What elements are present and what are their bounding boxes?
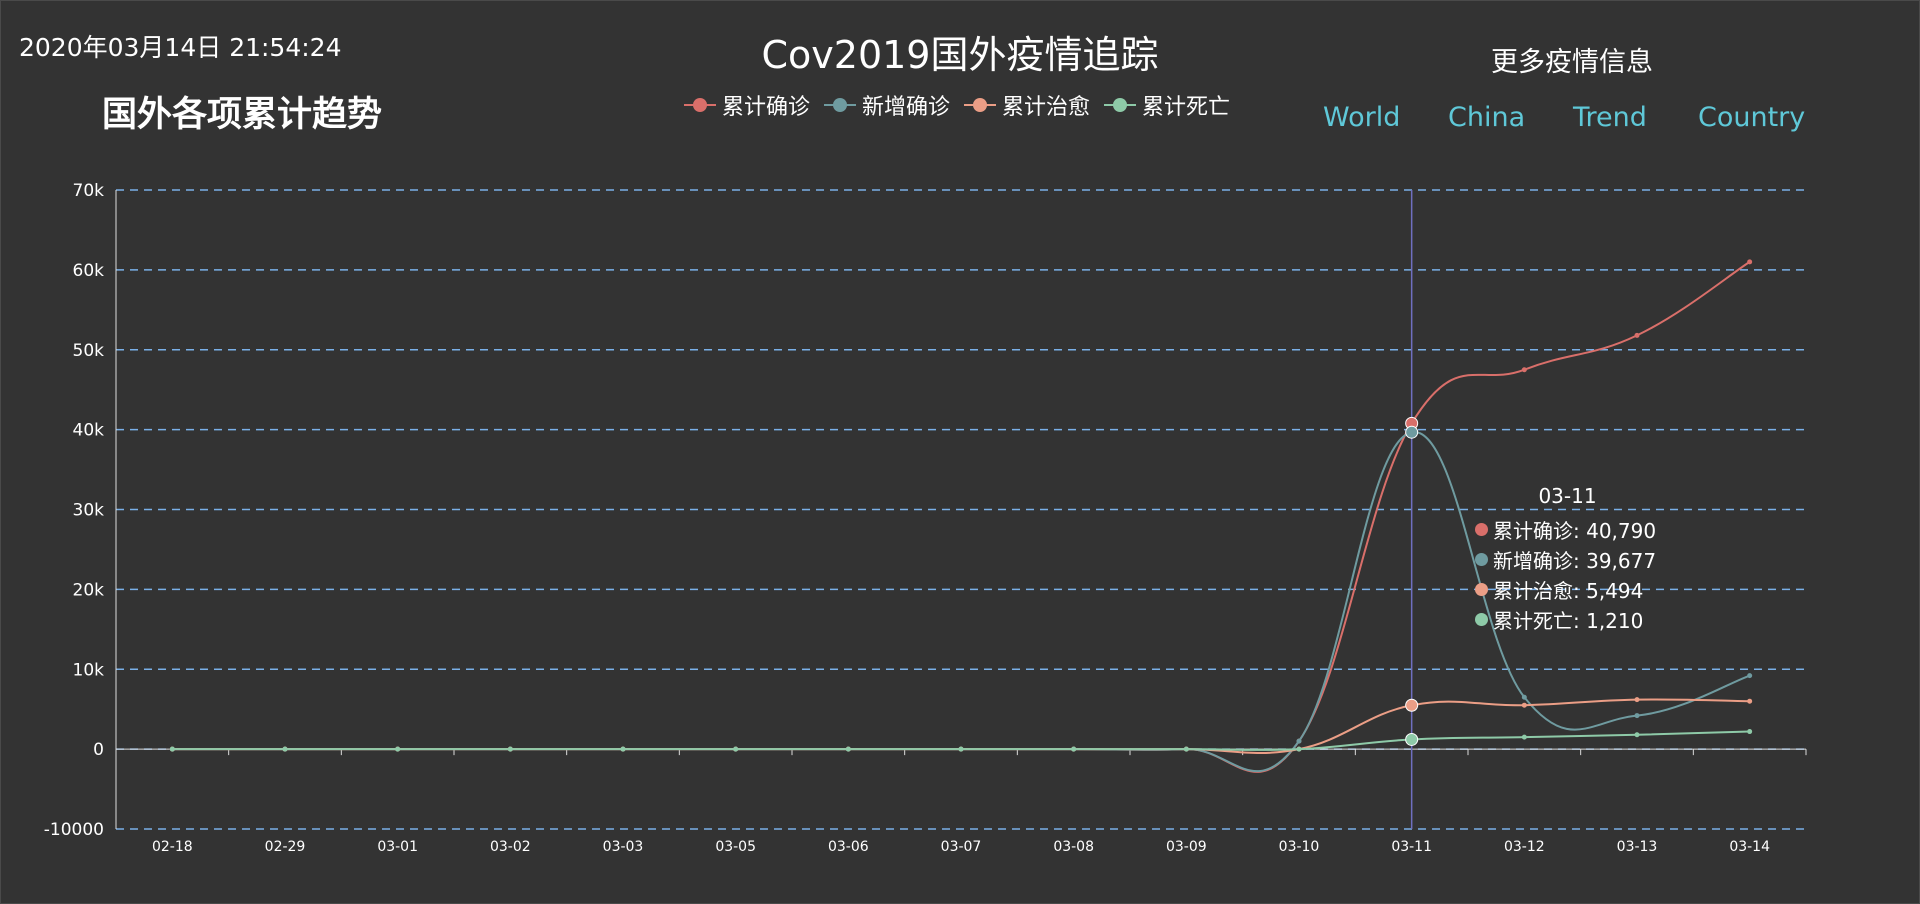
y-tick-label: 50k [73, 341, 105, 361]
y-tick-label: 40k [73, 421, 105, 441]
y-tick-label: 0 [93, 740, 104, 760]
data-point [1747, 729, 1753, 735]
data-point [1634, 697, 1640, 703]
legend-label-new-confirmed: 新增确诊 [862, 95, 951, 120]
data-point [1521, 734, 1527, 740]
data-point [1634, 332, 1640, 338]
tooltip-dot-recovered [1475, 582, 1488, 596]
data-point [1521, 702, 1527, 708]
x-tick-label: 03-06 [828, 839, 869, 855]
chart-tooltip: 03-11 累计确诊: 40,790 新增确诊: 39,677 累计治愈: 5,… [1475, 484, 1660, 634]
x-tick-label: 03-11 [1391, 839, 1432, 855]
x-tick-label: 03-12 [1504, 839, 1545, 855]
data-point [1747, 698, 1753, 704]
tooltip-row-recovered: 累计治愈: 5,494 [1475, 574, 1660, 604]
x-tick-label: 02-29 [265, 839, 306, 855]
current-datetime: 2020年03月14日 21:54:24 [19, 33, 342, 62]
tooltip-row-confirmed: 累计确诊: 40,790 [1475, 514, 1660, 544]
legend-marker-confirmed [684, 97, 716, 113]
tooltip-row-new-confirmed: 新增确诊: 39,677 [1475, 544, 1660, 574]
data-point [845, 746, 851, 752]
tooltip-dot-deaths [1475, 612, 1488, 626]
tooltip-dot-new-confirmed [1475, 552, 1488, 566]
y-tick-label: 70k [73, 181, 105, 201]
data-point [1296, 746, 1302, 752]
legend-label-recovered: 累计治愈 [1002, 95, 1091, 120]
y-tick-label: 30k [73, 501, 105, 521]
data-point [507, 746, 513, 752]
x-tick-label: 03-02 [490, 839, 531, 855]
y-tick-label: 20k [73, 580, 105, 600]
x-tick-label: 03-01 [377, 839, 418, 855]
legend-item-new-confirmed[interactable]: 新增确诊 [824, 89, 950, 121]
series-line-2 [172, 698, 1750, 755]
data-point [1634, 713, 1640, 719]
legend-label-confirmed: 累计确诊 [722, 95, 811, 120]
legend-item-deaths[interactable]: 累计死亡 [1104, 89, 1230, 121]
data-point [620, 746, 626, 752]
tooltip-dot-confirmed [1475, 522, 1488, 536]
data-point [1634, 732, 1640, 738]
x-tick-label: 02-18 [152, 839, 193, 855]
data-point [1521, 367, 1527, 373]
x-tick-label: 03-13 [1617, 839, 1658, 855]
data-point [1521, 694, 1527, 700]
more-info-heading: 更多疫情信息 [1491, 47, 1653, 78]
x-tick-label: 03-09 [1166, 839, 1207, 855]
chart-legend: 累计确诊 新增确诊 累计治愈 累计死亡 [684, 90, 1244, 120]
data-point [1747, 673, 1753, 679]
data-point [1405, 425, 1419, 439]
data-point [395, 746, 401, 752]
data-point [1296, 738, 1302, 744]
data-point [1405, 732, 1419, 746]
x-tick-label: 03-10 [1279, 839, 1320, 855]
chart-subtitle: 国外各项累计趋势 [102, 95, 383, 135]
tooltip-category: 03-11 [1538, 484, 1597, 508]
legend-label-deaths: 累计死亡 [1142, 95, 1231, 120]
x-tick-label: 03-14 [1729, 839, 1770, 855]
data-point [1071, 746, 1077, 752]
x-tick-label: 03-03 [603, 839, 644, 855]
data-point [733, 746, 739, 752]
data-point [1183, 746, 1189, 752]
y-tick-label: 60k [73, 261, 105, 281]
x-tick-label: 03-08 [1053, 839, 1094, 855]
legend-item-recovered[interactable]: 累计治愈 [964, 89, 1090, 121]
data-point [1405, 698, 1419, 712]
page-title: Cov2019国外疫情追踪 [761, 33, 1159, 77]
nav-link-world[interactable]: World [1323, 102, 1401, 133]
legend-marker-new-confirmed [824, 97, 857, 113]
y-tick-label: -10000 [44, 820, 104, 840]
legend-item-confirmed[interactable]: 累计确诊 [684, 89, 810, 121]
legend-marker-recovered [964, 97, 997, 113]
tooltip-label-confirmed: 累计确诊: 40,790 [1493, 518, 1657, 543]
y-tick-label: 10k [73, 660, 105, 680]
data-point [169, 746, 175, 752]
nav-link-china[interactable]: China [1448, 102, 1526, 133]
x-tick-label: 03-07 [941, 839, 982, 855]
tooltip-label-new-confirmed: 新增确诊: 39,677 [1493, 548, 1657, 573]
legend-marker-deaths [1104, 97, 1137, 113]
nav-link-country[interactable]: Country [1698, 102, 1806, 133]
tooltip-row-deaths: 累计死亡: 1,210 [1475, 604, 1660, 634]
x-tick-label: 03-05 [715, 839, 756, 855]
data-point [282, 746, 288, 752]
tooltip-label-recovered: 累计治愈: 5,494 [1493, 578, 1644, 603]
nav-link-trend[interactable]: Trend [1573, 102, 1647, 133]
data-point [1747, 259, 1753, 265]
data-point [958, 746, 964, 752]
tooltip-label-deaths: 累计死亡: 1,210 [1493, 608, 1644, 633]
